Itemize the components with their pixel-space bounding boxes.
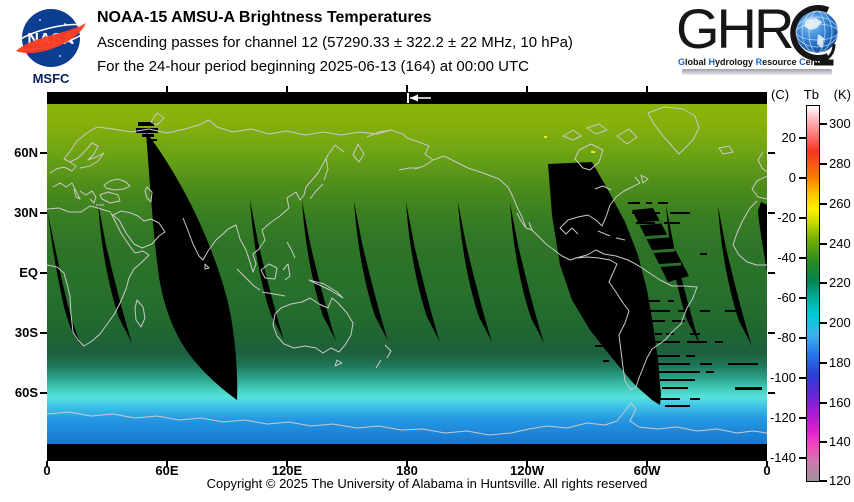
y-tick-right-60s — [768, 392, 775, 394]
scanline-dropouts — [595, 202, 762, 407]
nasa-msfc-label: MSFC — [32, 71, 70, 86]
cb-label-220k: 220 — [829, 275, 851, 290]
cb-label-m60c: -60 — [777, 290, 796, 305]
cb-tick-180k — [820, 362, 827, 364]
cb-label-m120c: -120 — [769, 410, 796, 425]
x-tick-60w — [646, 461, 648, 467]
y-label-60s: 60S — [14, 385, 38, 400]
cb-tick-260k — [820, 203, 827, 205]
colorbar-unit-celsius: (C) — [771, 87, 790, 102]
scan-direction-arrow-icon — [407, 93, 431, 103]
coastlines — [47, 106, 767, 436]
cb-tick-20c — [799, 137, 806, 139]
y-tick-right-30s — [768, 332, 775, 334]
cb-tick-220k — [820, 282, 827, 284]
x-label-0w: 0 — [763, 463, 771, 478]
x-label-0e: 0 — [43, 463, 51, 478]
x-top-tick-60w — [646, 86, 648, 92]
y-tick-60s — [40, 392, 47, 394]
cb-label-0c: 0 — [788, 170, 796, 185]
colorbar-quantity: Tb — [803, 87, 819, 102]
no-data-swaths — [47, 122, 767, 405]
y-label-60n: 60N — [14, 145, 38, 160]
x-label-120e: 120E — [271, 463, 303, 478]
ghrc-caption: Global Hydrology Resource Center — [678, 57, 828, 67]
ghrc-logo-letters: GHR — [676, 0, 794, 60]
page-title: NOAA-15 AMSU-A Brightness Temperatures — [97, 9, 432, 26]
cb-label-180k: 180 — [829, 355, 851, 370]
x-tick-120e — [286, 461, 288, 467]
cb-label-m140c: -140 — [769, 450, 796, 465]
y-label-30n: 30N — [14, 205, 38, 220]
y-tick-right-30n — [768, 212, 775, 214]
cb-label-120k: 120 — [829, 473, 851, 488]
x-tick-120w — [526, 461, 528, 467]
y-label-30s: 30S — [14, 325, 38, 340]
nasa-logo: NASA — [10, 4, 92, 72]
cb-tick-140k — [820, 441, 827, 443]
x-top-tick-120e — [286, 86, 288, 92]
x-label-60w: 60W — [633, 463, 661, 478]
subtitle-period: For the 24-hour period beginning 2025-06… — [97, 58, 529, 75]
cb-tick-300k — [820, 123, 827, 125]
y-tick-30s — [40, 332, 47, 334]
ghrc-globe-icon — [790, 5, 839, 66]
cb-tick-120k — [820, 480, 827, 482]
cb-tick-m120c — [799, 417, 806, 419]
cb-tick-m140c — [799, 457, 806, 459]
cb-label-260k: 260 — [829, 196, 851, 211]
cb-tick-m40c — [799, 257, 806, 259]
nasa-insignia-icon: NASA — [14, 9, 88, 67]
colorbar-unit-kelvin: (K) — [833, 87, 851, 102]
cb-tick-m100c — [799, 377, 806, 379]
y-tick-60n — [40, 152, 47, 154]
cb-label-m20c: -20 — [777, 210, 796, 225]
cb-label-m80c: -80 — [777, 330, 796, 345]
cb-label-140k: 140 — [829, 434, 851, 449]
cb-label-280k: 280 — [829, 156, 851, 171]
cb-label-20c: 20 — [781, 130, 796, 145]
cb-tick-m60c — [799, 297, 806, 299]
x-label-60e: 60E — [155, 463, 179, 478]
cb-tick-m80c — [799, 337, 806, 339]
cb-tick-280k — [820, 163, 827, 165]
x-top-tick-120w — [526, 86, 528, 92]
colorbar — [806, 105, 820, 482]
y-tick-eq — [40, 272, 47, 274]
x-label-180: 180 — [396, 463, 418, 478]
cb-label-160k: 160 — [829, 395, 851, 410]
cb-tick-240k — [820, 243, 827, 245]
x-tick-60e — [166, 461, 168, 467]
ghrc-logo-shadow — [682, 69, 832, 75]
copyright-line: Copyright © 2025 The University of Alaba… — [206, 476, 648, 491]
x-tick-0e — [46, 461, 48, 467]
cb-tick-160k — [820, 402, 827, 404]
cb-label-m40c: -40 — [777, 250, 796, 265]
y-label-eq: EQ — [19, 265, 38, 280]
x-top-tick-180 — [406, 85, 408, 92]
x-tick-0w — [766, 461, 768, 467]
warm-pixel-specks — [544, 136, 595, 153]
y-tick-right-eq — [768, 272, 775, 274]
cb-label-m100c: -100 — [769, 370, 796, 385]
map-overlay-svg — [47, 92, 767, 461]
ghrc-caption-word: G — [678, 57, 686, 67]
cb-label-240k: 240 — [829, 236, 851, 251]
colorbar-header: (C) Tb (K) — [771, 87, 851, 102]
x-tick-180 — [406, 461, 408, 467]
subtitle-channel: Ascending passes for channel 12 (57290.3… — [97, 34, 573, 51]
ghrc-logo: GHR Global Hydro — [676, 0, 848, 82]
x-top-tick-60e — [166, 86, 168, 92]
y-tick-right-60n — [768, 152, 775, 154]
cb-label-200k: 200 — [829, 315, 851, 330]
x-label-120w: 120W — [510, 463, 544, 478]
cb-tick-200k — [820, 322, 827, 324]
cb-tick-0c — [799, 177, 806, 179]
cb-tick-m20c — [799, 217, 806, 219]
cb-label-300k: 300 — [829, 116, 851, 131]
y-tick-30n — [40, 212, 47, 214]
